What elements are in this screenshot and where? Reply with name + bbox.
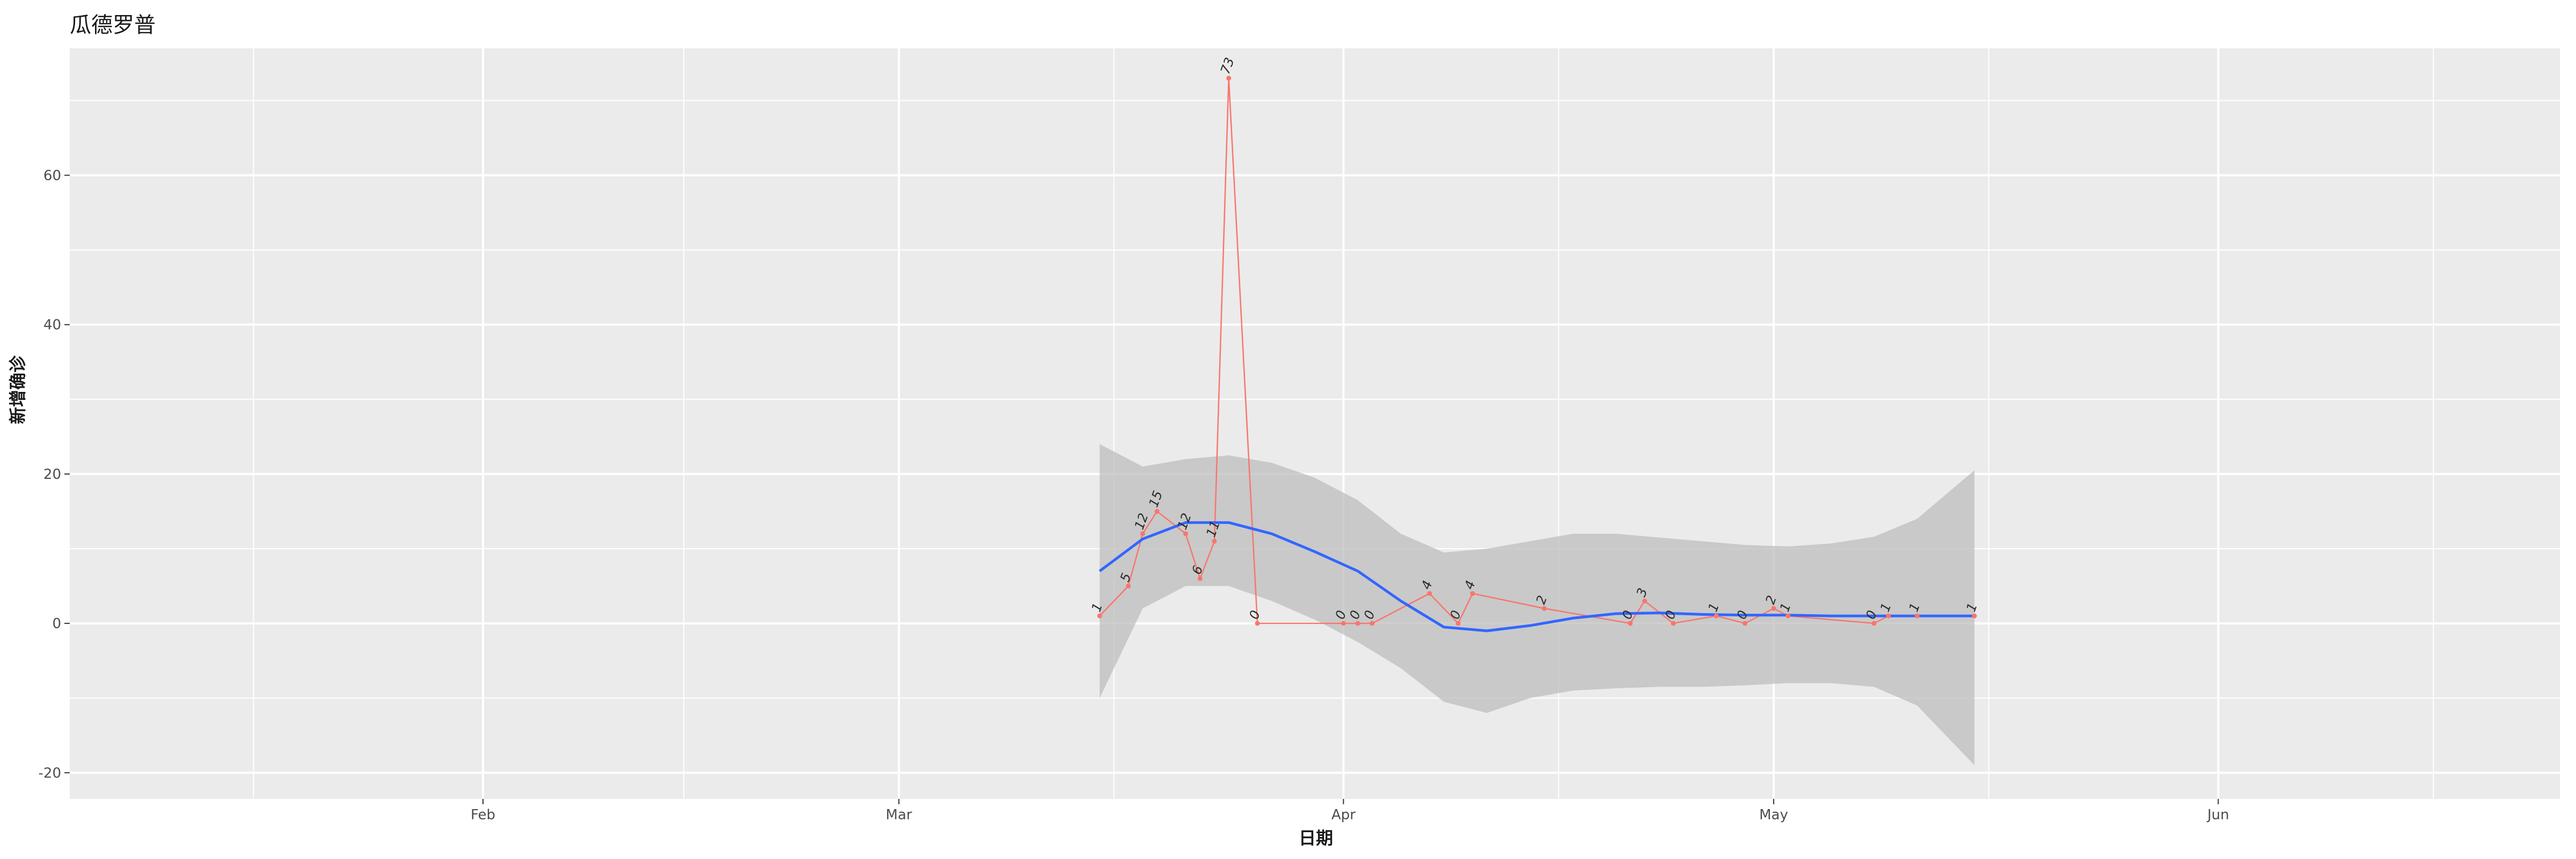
grid-lines bbox=[70, 48, 2560, 799]
plot-panel bbox=[70, 48, 2560, 799]
data-point bbox=[1886, 613, 1891, 618]
data-point bbox=[1914, 613, 1920, 618]
y-tick-label: 0 bbox=[52, 616, 61, 632]
data-point bbox=[1183, 531, 1188, 536]
data-point bbox=[1541, 606, 1547, 611]
x-tick-label: Mar bbox=[885, 807, 912, 823]
ribbon-area bbox=[1100, 444, 1975, 766]
data-point bbox=[1255, 621, 1260, 626]
y-axis-ticks: -20 0 20 40 60 bbox=[39, 168, 70, 781]
data-point bbox=[1370, 621, 1375, 626]
data-point bbox=[1714, 613, 1719, 618]
y-tick-label: 20 bbox=[43, 467, 61, 483]
data-point bbox=[1226, 76, 1232, 81]
y-tick-label: 60 bbox=[43, 168, 61, 184]
smooth-path bbox=[1099, 521, 1975, 632]
x-tick-label: Jun bbox=[2206, 807, 2229, 823]
data-point bbox=[1212, 538, 1217, 544]
data-point bbox=[1785, 613, 1791, 618]
data-point bbox=[1771, 606, 1776, 611]
data-point bbox=[1470, 591, 1475, 596]
data-point bbox=[1455, 621, 1461, 626]
data-point bbox=[1972, 613, 1977, 618]
confidence-ribbon bbox=[1100, 444, 1975, 766]
chart-title: 瓜德罗普 bbox=[70, 13, 156, 38]
data-point bbox=[1355, 621, 1360, 626]
data-point bbox=[1642, 598, 1647, 603]
data-point bbox=[1427, 591, 1432, 596]
x-tick-label: May bbox=[1759, 807, 1788, 823]
x-axis-label: 日期 bbox=[1299, 828, 1334, 848]
x-axis-ticks: Feb Mar Apr May Jun bbox=[471, 799, 2229, 823]
data-point bbox=[1140, 531, 1145, 536]
x-tick-label: Apr bbox=[1331, 807, 1356, 823]
y-tick-label: -20 bbox=[39, 765, 61, 781]
y-tick-label: 40 bbox=[43, 317, 61, 333]
data-point bbox=[1197, 576, 1203, 581]
x-tick-label: Feb bbox=[471, 807, 495, 823]
data-point bbox=[1671, 621, 1676, 626]
data-point bbox=[1628, 621, 1633, 626]
data-point bbox=[1743, 621, 1748, 626]
data-point bbox=[1871, 621, 1877, 626]
data-points bbox=[1097, 76, 1977, 626]
data-point bbox=[1097, 613, 1102, 618]
smooth-curve bbox=[1099, 521, 1975, 632]
data-point bbox=[1126, 584, 1131, 589]
data-point bbox=[1154, 508, 1160, 514]
data-point bbox=[1341, 621, 1346, 626]
